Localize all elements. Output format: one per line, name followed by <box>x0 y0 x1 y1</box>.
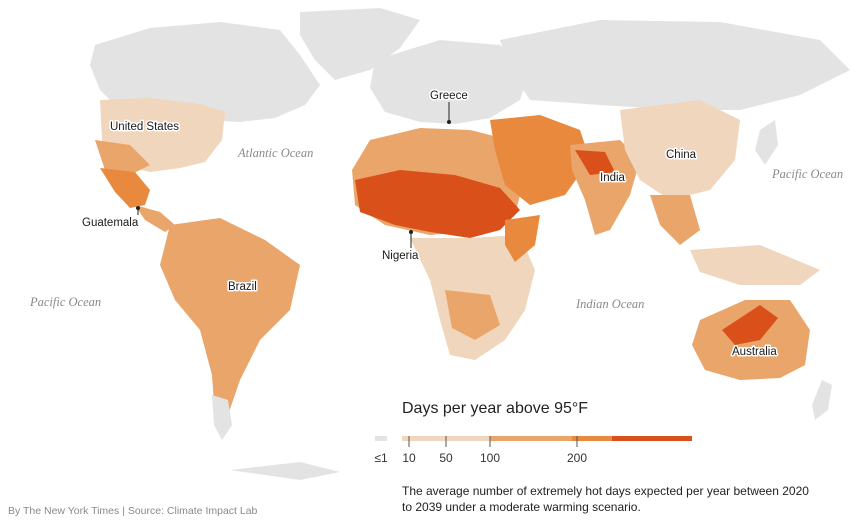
greenland-region <box>300 8 420 80</box>
southeast-asia-region <box>650 195 700 245</box>
label-brazil: Brazil <box>228 281 257 293</box>
label-guatemala: Guatemala <box>82 217 139 229</box>
southern-africa-hot <box>445 290 500 340</box>
antarctica-region <box>230 462 340 480</box>
australia-interior-hot <box>722 305 778 345</box>
legend-swatch-max <box>612 436 692 441</box>
greece-dot <box>447 120 451 124</box>
legend-description: The average number of extremely hot days… <box>402 484 809 514</box>
label-china: China <box>666 149 697 161</box>
canada-region <box>90 22 320 122</box>
sahel-region <box>355 170 520 238</box>
europe-region <box>370 40 530 124</box>
legend-tick-label-100: 100 <box>479 451 501 465</box>
horn-of-africa <box>505 215 540 262</box>
legend-swatch-mid <box>490 436 572 441</box>
central-america-region <box>135 205 175 232</box>
legend-tick-label-min: ≤1 <box>374 451 388 465</box>
patagonia-region <box>212 395 232 440</box>
label-united-states: United States <box>110 121 179 133</box>
legend-tick-label-50: 50 <box>439 451 453 465</box>
south-america-region <box>160 218 300 418</box>
label-australia: Australia <box>732 346 777 358</box>
indonesia-region <box>690 245 820 285</box>
japan-region <box>755 120 778 165</box>
label-indian-ocean: Indian Ocean <box>575 297 644 311</box>
new-zealand-region <box>812 380 832 420</box>
legend-tick-label-200: 200 <box>566 451 588 465</box>
north-india-hot <box>575 150 615 175</box>
label-nigeria: Nigeria <box>382 250 419 262</box>
label-atlantic-ocean: Atlantic Ocean <box>237 146 313 160</box>
legend-tick-label-10: 10 <box>402 451 416 465</box>
legend-swatch-high <box>572 436 612 441</box>
label-greece: Greece <box>430 90 468 102</box>
label-india: India <box>600 172 626 184</box>
guatemala-dot <box>136 206 140 210</box>
label-pacific-ocean-west: Pacific Ocean <box>29 295 101 309</box>
middle-east-region <box>490 115 590 205</box>
legend-swatch-none <box>375 436 387 441</box>
usa-southwest-hot <box>95 140 150 175</box>
nigeria-dot <box>409 230 413 234</box>
mexico-region <box>100 168 150 208</box>
source-credit: By The New York Times | Source: Climate … <box>8 505 258 517</box>
label-pacific-ocean-east: Pacific Ocean <box>771 167 843 181</box>
china-region <box>620 100 740 200</box>
legend-scale <box>375 436 692 447</box>
legend-title: Days per year above 95°F <box>402 400 589 417</box>
north-asia-region <box>500 20 850 110</box>
